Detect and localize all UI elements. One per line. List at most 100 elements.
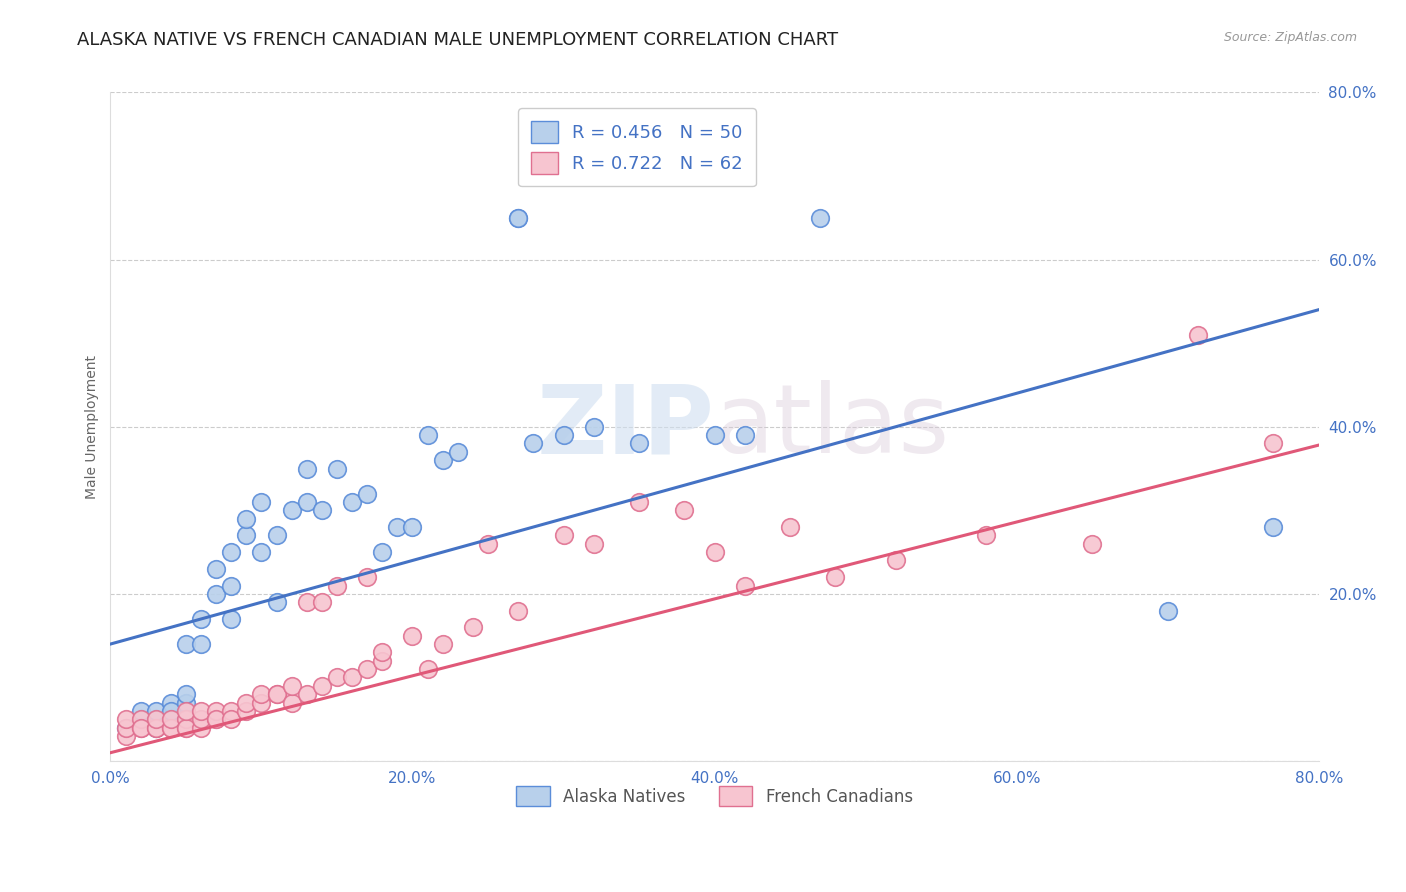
Point bbox=[219, 612, 242, 626]
Point bbox=[145, 712, 167, 726]
Point bbox=[129, 721, 152, 735]
Point bbox=[159, 696, 181, 710]
Point bbox=[250, 687, 273, 701]
Point bbox=[159, 721, 181, 735]
Point bbox=[387, 520, 409, 534]
Point bbox=[779, 520, 801, 534]
Point bbox=[205, 704, 228, 718]
Point bbox=[371, 545, 394, 559]
Point bbox=[582, 537, 605, 551]
Point bbox=[1263, 520, 1285, 534]
Point bbox=[295, 595, 318, 609]
Point bbox=[235, 704, 257, 718]
Point bbox=[266, 687, 288, 701]
Point bbox=[266, 595, 288, 609]
Point bbox=[416, 662, 439, 676]
Point bbox=[311, 679, 333, 693]
Point bbox=[553, 428, 575, 442]
Point bbox=[145, 721, 167, 735]
Point bbox=[432, 637, 454, 651]
Point bbox=[703, 428, 725, 442]
Point bbox=[311, 595, 333, 609]
Point bbox=[1156, 604, 1178, 618]
Point bbox=[280, 696, 302, 710]
Point bbox=[432, 453, 454, 467]
Point bbox=[582, 419, 605, 434]
Point bbox=[129, 712, 152, 726]
Text: Source: ZipAtlas.com: Source: ZipAtlas.com bbox=[1223, 31, 1357, 45]
Point bbox=[159, 704, 181, 718]
Point bbox=[114, 721, 136, 735]
Point bbox=[159, 712, 181, 726]
Point bbox=[174, 712, 197, 726]
Point bbox=[477, 537, 499, 551]
Point bbox=[114, 721, 136, 735]
Text: atlas: atlas bbox=[714, 380, 949, 474]
Point bbox=[280, 679, 302, 693]
Point bbox=[356, 662, 378, 676]
Point bbox=[129, 704, 152, 718]
Point bbox=[145, 721, 167, 735]
Legend: Alaska Natives, French Canadians: Alaska Natives, French Canadians bbox=[510, 780, 920, 813]
Point bbox=[174, 712, 197, 726]
Point bbox=[159, 721, 181, 735]
Point bbox=[174, 721, 197, 735]
Point bbox=[190, 637, 212, 651]
Point bbox=[219, 704, 242, 718]
Point bbox=[174, 637, 197, 651]
Point bbox=[205, 712, 228, 726]
Point bbox=[416, 428, 439, 442]
Point bbox=[326, 578, 349, 592]
Point bbox=[356, 486, 378, 500]
Point bbox=[190, 704, 212, 718]
Point bbox=[219, 578, 242, 592]
Point bbox=[884, 553, 907, 567]
Point bbox=[159, 712, 181, 726]
Point bbox=[553, 528, 575, 542]
Point bbox=[326, 671, 349, 685]
Point bbox=[250, 495, 273, 509]
Point bbox=[219, 712, 242, 726]
Point bbox=[356, 570, 378, 584]
Point bbox=[808, 211, 831, 225]
Point bbox=[295, 495, 318, 509]
Point bbox=[266, 687, 288, 701]
Point bbox=[235, 528, 257, 542]
Point bbox=[508, 211, 530, 225]
Point bbox=[673, 503, 696, 517]
Point bbox=[371, 645, 394, 659]
Point bbox=[295, 461, 318, 475]
Point bbox=[508, 211, 530, 225]
Point bbox=[340, 495, 363, 509]
Text: ALASKA NATIVE VS FRENCH CANADIAN MALE UNEMPLOYMENT CORRELATION CHART: ALASKA NATIVE VS FRENCH CANADIAN MALE UN… bbox=[77, 31, 838, 49]
Point bbox=[401, 520, 423, 534]
Point bbox=[145, 712, 167, 726]
Point bbox=[114, 712, 136, 726]
Y-axis label: Male Unemployment: Male Unemployment bbox=[86, 355, 100, 499]
Point bbox=[734, 578, 756, 592]
Point bbox=[190, 712, 212, 726]
Point bbox=[703, 545, 725, 559]
Point bbox=[824, 570, 846, 584]
Text: ZIP: ZIP bbox=[537, 380, 714, 474]
Point bbox=[976, 528, 998, 542]
Point bbox=[129, 721, 152, 735]
Point bbox=[1187, 327, 1209, 342]
Point bbox=[250, 545, 273, 559]
Point bbox=[190, 612, 212, 626]
Point bbox=[461, 620, 484, 634]
Point bbox=[145, 704, 167, 718]
Point bbox=[295, 687, 318, 701]
Point bbox=[447, 444, 470, 458]
Point bbox=[174, 687, 197, 701]
Point bbox=[371, 654, 394, 668]
Point bbox=[205, 712, 228, 726]
Point bbox=[734, 428, 756, 442]
Point bbox=[266, 528, 288, 542]
Point bbox=[250, 696, 273, 710]
Point bbox=[235, 696, 257, 710]
Point bbox=[219, 545, 242, 559]
Point bbox=[1263, 436, 1285, 450]
Point bbox=[280, 503, 302, 517]
Point bbox=[326, 461, 349, 475]
